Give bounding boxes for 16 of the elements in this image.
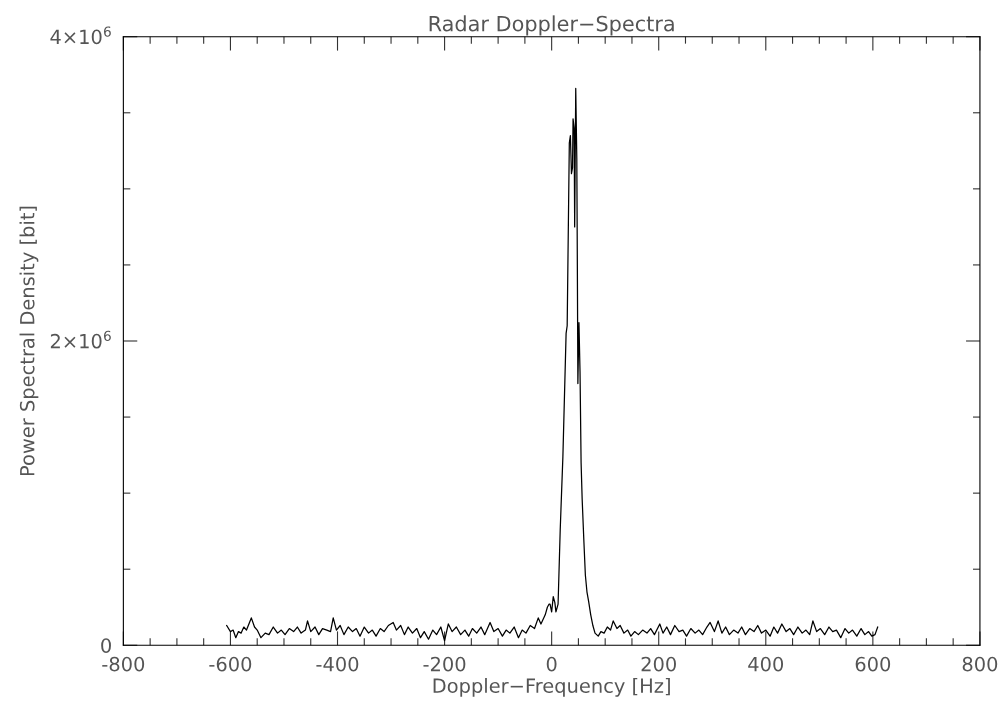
x-tick-label: 800 <box>962 656 998 672</box>
x-tick-label: 200 <box>641 656 676 672</box>
y-tick-label: 0 <box>101 638 111 653</box>
y-tick-label: 2×10$^{6}$ <box>50 330 111 349</box>
x-tick-label: -600 <box>209 656 252 672</box>
y-tick-label: 4×10$^{6}$ <box>50 26 111 45</box>
x-tick-label: 400 <box>748 656 784 672</box>
y-axis-title: Power Spectral Density [bit] <box>19 206 39 476</box>
chart-title: Radar Doppler−Spectra <box>429 15 674 36</box>
x-tick-label: 0 <box>546 656 557 672</box>
x-tick-label: -400 <box>316 656 359 672</box>
x-tick-label: 600 <box>855 656 891 672</box>
x-tick-label: -800 <box>102 656 145 672</box>
line-series <box>226 87 879 642</box>
x-axis-title: Doppler−Frequency [Hz] <box>433 677 670 697</box>
x-tick-label: -200 <box>423 656 466 672</box>
